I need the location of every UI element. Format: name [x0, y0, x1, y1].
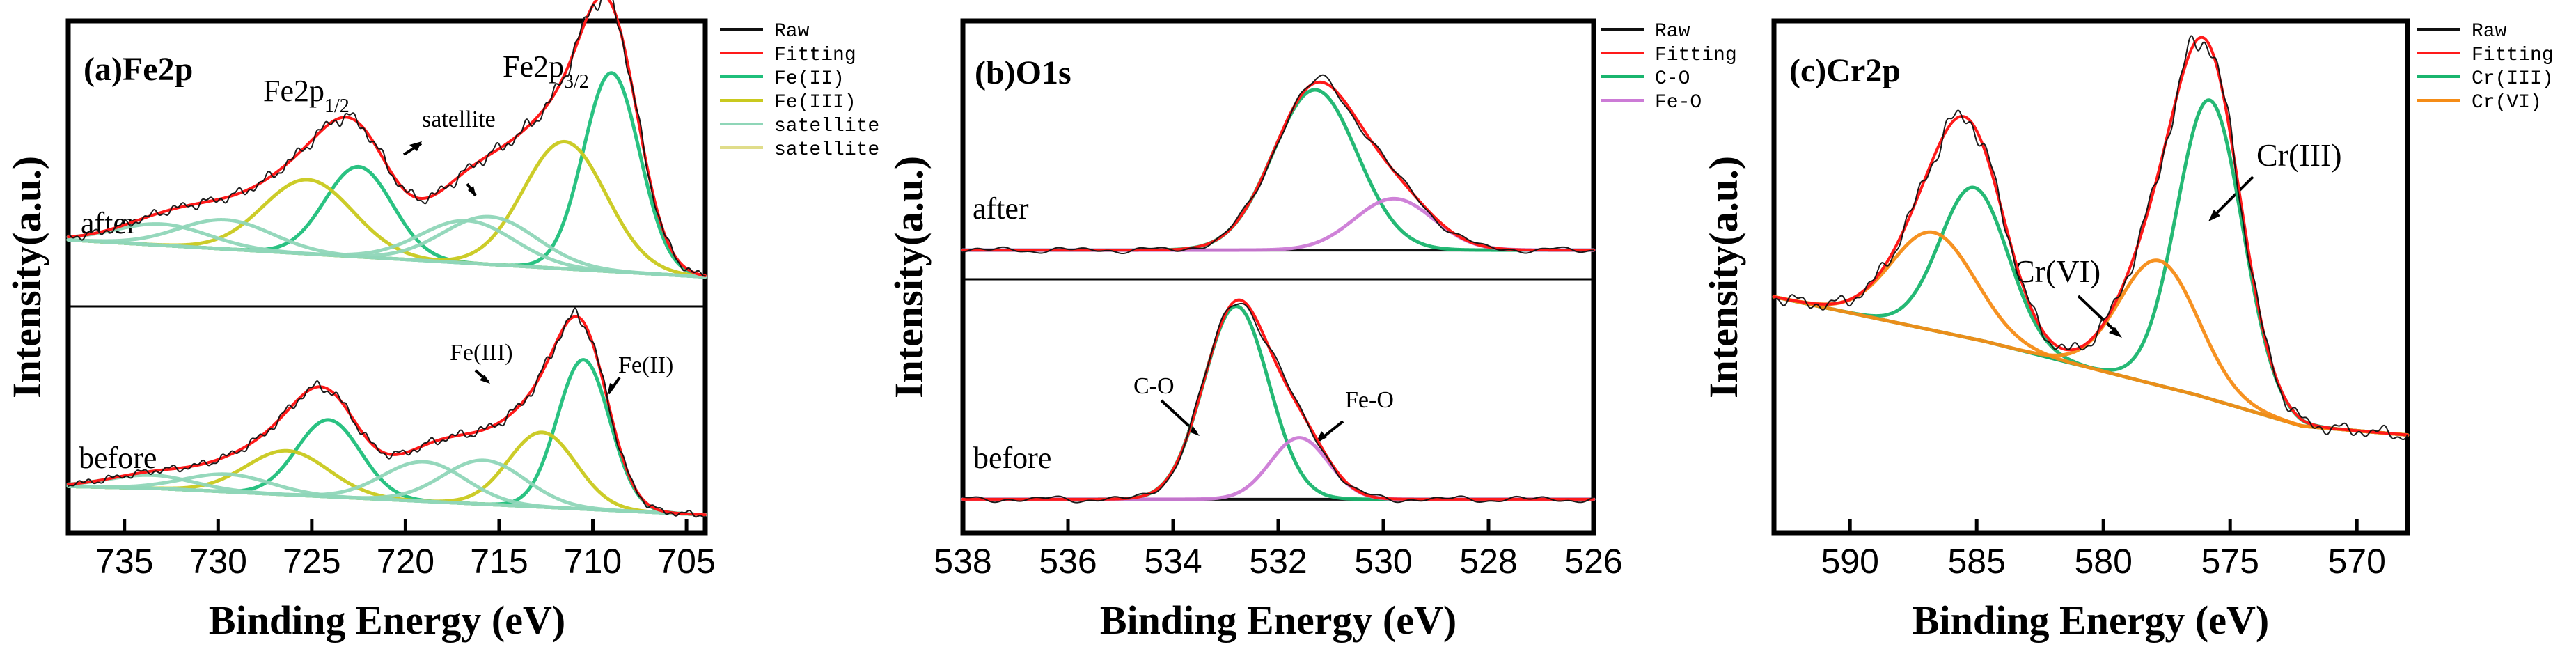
panel-b-x-tick-label-5: 528	[1459, 542, 1517, 581]
panel-a-xlabel: Binding Energy (eV)	[209, 598, 565, 643]
a-after-component-2	[66, 139, 707, 279]
panel-c-cr3-label: Cr(III)	[2256, 137, 2342, 173]
a-before-raw	[68, 307, 706, 518]
tick-layer: 735 730 725 720 715 710 705 538 536 534 532 530 528 5…	[95, 519, 2386, 581]
panel-c-title: (c)Cr2p	[1789, 52, 1901, 89]
panel-a-satellite-arrow-right-head	[468, 186, 476, 197]
panel-a-title: (a)Fe2p	[84, 51, 193, 88]
panel-b-x-tick-label-3: 532	[1249, 542, 1307, 581]
panel-c-legend-label-0: Raw	[2472, 21, 2507, 42]
b-before-component-0	[961, 304, 1596, 501]
panel-c-x-tick-label-3: 575	[2201, 542, 2259, 581]
a-after-component-7	[66, 222, 707, 279]
panel-c-ylabel: Intensity(a.u.)	[1701, 156, 1746, 398]
panel-c-cr6-arrow	[2077, 295, 2120, 336]
panel-b-x-tick-label-4: 530	[1354, 542, 1412, 581]
panel-a-legend-label-5: satellite	[774, 139, 879, 161]
panel-b-x-tick-label-6: 526	[1564, 542, 1622, 581]
b-after-raw	[962, 74, 1594, 255]
panel-a-fe3-arrow-head	[480, 375, 490, 384]
a-after-component-1	[66, 164, 707, 279]
panel-a-before-label: before	[79, 441, 157, 475]
c-main-component-1	[1772, 185, 2410, 437]
panel-b-ylabel: Intensity(a.u.)	[886, 156, 932, 398]
c-main-fit	[1773, 36, 2409, 437]
b-after-component-1	[961, 196, 1596, 252]
panel-a-fe2-label: Fe(II)	[618, 352, 673, 378]
panel-c-legend-label-2: Cr(III)	[2472, 68, 2554, 90]
panel-b-frame	[960, 18, 1596, 536]
panel-c-cr3-arrow	[2211, 176, 2254, 219]
panel-b-co-label: C-O	[1133, 373, 1175, 399]
plot-layer	[66, 0, 2410, 518]
panel-a-x-tick-label-4: 715	[470, 542, 528, 581]
panel-b-legend-label-0: Raw	[1655, 21, 1690, 42]
a-after-raw	[68, 0, 706, 277]
b-after-fit	[961, 80, 1595, 252]
panel-a-legend-label-1: Fitting	[774, 45, 856, 66]
panel-a-x-tick-label-6: 705	[657, 542, 715, 581]
panel-b-xlabel: Binding Energy (eV)	[1100, 598, 1456, 643]
c-main-raw	[1773, 35, 2408, 441]
panel-a-legend-label-4: satellite	[774, 116, 879, 137]
panel-c-x-tick-label-2: 580	[2074, 542, 2132, 581]
panel-c-legend-label-3: Cr(VI)	[2472, 92, 2542, 114]
panel-b-legend-label-3: Fe-O	[1655, 92, 1702, 114]
panel-a-fe2-arrow-head	[607, 383, 615, 396]
panel-a-x-tick-label-2: 725	[283, 542, 340, 581]
panel-c-xlabel: Binding Energy (eV)	[1913, 598, 2269, 643]
b-before-component-1	[961, 436, 1596, 501]
panel-b-legend-label-1: Fitting	[1655, 45, 1737, 66]
panel-a-fe3-label: Fe(III)	[450, 340, 513, 366]
b-after-component-0	[961, 88, 1596, 252]
panel-b-x-tick-label-1: 536	[1039, 542, 1097, 581]
panel-b-after-label: after	[973, 192, 1029, 226]
panel-a-satellite-arrow-left-head	[409, 141, 422, 151]
panel-c-frame	[1771, 18, 2410, 536]
panel-a-legend-label-2: Fe(II)	[774, 68, 845, 90]
panel-b-x-tick-label-0: 538	[934, 542, 991, 581]
panel-b-feo-label: Fe-O	[1345, 387, 1394, 413]
panel-a-x-tick-label-5: 710	[564, 542, 622, 581]
panel-c-x-tick-label-0: 590	[1821, 542, 1878, 581]
panel-a-x-tick-label-0: 735	[95, 542, 153, 581]
panel-b-before-label: before	[973, 441, 1051, 475]
panel-b-legend-label-2: C-O	[1655, 68, 1690, 90]
panel-c-cr6-label: Cr(VI)	[2013, 254, 2100, 289]
b-before-raw	[962, 302, 1594, 504]
a-before-component-7	[66, 473, 707, 517]
b-before-fit	[961, 298, 1595, 501]
panel-b-x-tick-label-2: 534	[1144, 542, 1202, 581]
panel-a-x-tick-label-1: 730	[189, 542, 247, 581]
panel-c-legend-label-1: Fitting	[2472, 45, 2554, 66]
panel-a-legend-label-3: Fe(III)	[774, 92, 856, 114]
legend-layer: RawFittingFe(II)Fe(III)satellitesatellit…	[720, 21, 2554, 161]
panel-c-x-tick-label-4: 570	[2327, 542, 2385, 581]
panel-a-satellite-label: satellite	[422, 107, 496, 132]
panel-a-x-tick-label-3: 720	[377, 542, 434, 581]
a-before-component-0	[66, 358, 707, 517]
panel-a-fe2p32-label: Fe2p3/2	[503, 49, 589, 93]
panel-a-fe2p12-label: Fe2p1/2	[263, 74, 350, 117]
panel-c-cr6-arrow-head	[2109, 327, 2122, 338]
panel-b-title: (b)O1s	[975, 54, 1071, 91]
c-main-component-3	[1772, 230, 2410, 437]
panel-c-x-tick-label-1: 585	[1947, 542, 2005, 581]
panel-c-cr3-arrow-head	[2208, 210, 2220, 221]
panel-a-legend-label-0: Raw	[774, 21, 810, 42]
panel-a-ylabel: Intensity(a.u.)	[4, 156, 49, 398]
